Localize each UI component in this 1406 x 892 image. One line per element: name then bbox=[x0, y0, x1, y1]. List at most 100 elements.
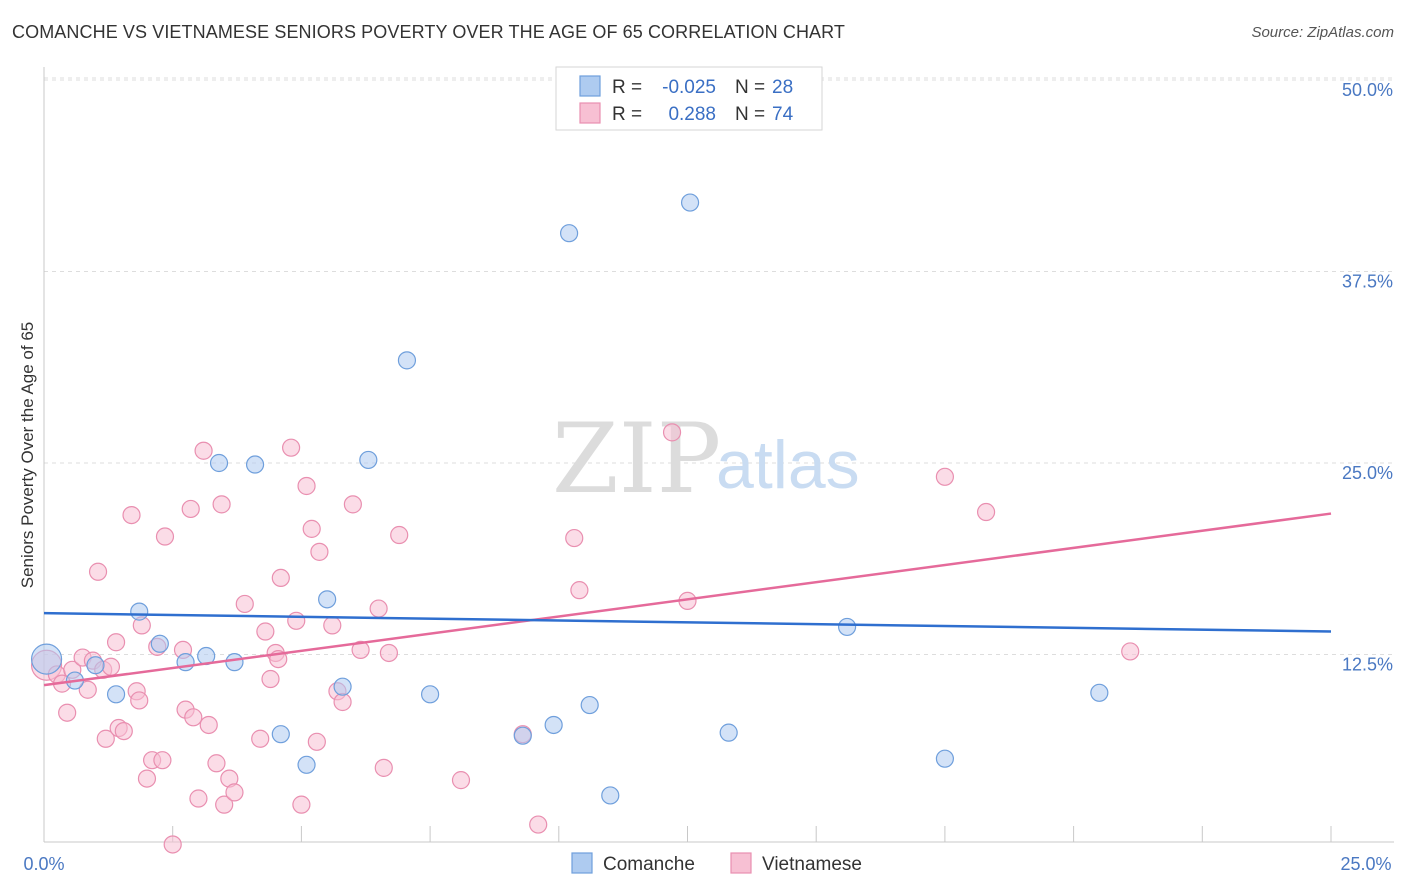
comanche-point bbox=[935, 749, 955, 768]
vietnamese-point bbox=[215, 795, 234, 814]
series-legend-swatch-comanche bbox=[571, 852, 593, 874]
comanche-point bbox=[297, 755, 316, 774]
vietnamese-point bbox=[181, 499, 200, 519]
comanche-point bbox=[544, 715, 563, 735]
vietnamese-point bbox=[529, 815, 548, 834]
vietnamese-point bbox=[212, 495, 231, 514]
series-legend-label-vietnamese: Vietnamese bbox=[762, 854, 862, 875]
vietnamese-point bbox=[451, 771, 471, 790]
vietnamese-point bbox=[565, 528, 584, 548]
vietnamese-point bbox=[570, 581, 589, 600]
comanche-point bbox=[225, 653, 244, 672]
x-tick-label-max: 25.0% bbox=[1340, 854, 1391, 874]
y-tick-label: 37.5% bbox=[1342, 272, 1393, 292]
vietnamese-point bbox=[976, 502, 996, 522]
legend-r-label-vietnamese: R = bbox=[612, 104, 642, 125]
comanche-point bbox=[318, 590, 337, 609]
legend-swatch-vietnamese bbox=[579, 102, 601, 124]
vietnamese-point bbox=[101, 657, 121, 676]
watermark-zip: ZIP bbox=[552, 403, 721, 515]
vietnamese-point bbox=[137, 769, 157, 788]
comanche-point bbox=[130, 602, 149, 621]
comanche-point bbox=[601, 786, 620, 805]
y-tick-label: 25.0% bbox=[1342, 463, 1393, 483]
vietnamese-point bbox=[153, 751, 172, 770]
vietnamese-point bbox=[323, 616, 342, 635]
vietnamese-point bbox=[271, 568, 290, 588]
legend-n-value-vietnamese: 74 bbox=[772, 104, 794, 125]
source-credit: Source: ZipAtlas.com bbox=[1251, 24, 1394, 41]
vietnamese-point bbox=[256, 622, 275, 641]
vietnamese-point bbox=[261, 669, 280, 689]
comanche-point bbox=[30, 643, 63, 675]
comanche-point bbox=[680, 193, 700, 212]
vietnamese-point bbox=[935, 467, 955, 486]
comanche-point bbox=[719, 723, 738, 742]
vietnamese-point bbox=[58, 703, 77, 722]
legend-n-label-vietnamese: N = bbox=[735, 104, 765, 125]
x-axis-ticks bbox=[43, 826, 1332, 842]
gridlines bbox=[44, 77, 1394, 655]
vietnamese-point bbox=[297, 476, 316, 496]
comanche-point bbox=[106, 685, 126, 704]
vietnamese-point bbox=[1121, 642, 1140, 661]
vietnamese-point bbox=[374, 758, 393, 777]
vietnamese-point bbox=[235, 594, 254, 614]
vietnamese-point bbox=[194, 441, 213, 460]
y-tick-label: 50.0% bbox=[1342, 80, 1393, 100]
vietnamese-point bbox=[343, 495, 362, 514]
vietnamese-point bbox=[207, 754, 226, 773]
comanche-point bbox=[837, 617, 857, 637]
legend-n-label-comanche: N = bbox=[735, 77, 765, 98]
y-axis-tick-labels: 12.5% 25.0% 37.5% 50.0% bbox=[1342, 80, 1393, 675]
y-tick-label: 12.5% bbox=[1342, 655, 1393, 675]
vietnamese-point bbox=[251, 729, 270, 748]
vietnamese-point bbox=[163, 835, 182, 854]
comanche-point bbox=[209, 453, 229, 473]
correlation-legend: R = -0.025 N = 28 R = 0.288 N = 74 bbox=[555, 66, 823, 131]
comanche-point bbox=[513, 726, 532, 745]
vietnamese-point bbox=[96, 729, 115, 748]
comanche-point bbox=[559, 224, 579, 243]
vietnamese-point bbox=[114, 721, 133, 741]
vietnamese-point bbox=[292, 795, 311, 814]
comanche-points bbox=[30, 193, 1109, 805]
vietnamese-point bbox=[662, 423, 682, 442]
legend-r-label-comanche: R = bbox=[612, 77, 642, 98]
vietnamese-point bbox=[199, 715, 218, 735]
comanche-point bbox=[1090, 683, 1109, 702]
comanche-point bbox=[421, 685, 440, 704]
y-axis-label: Seniors Poverty Over the Age of 65 bbox=[18, 322, 37, 588]
vietnamese-point bbox=[307, 732, 326, 751]
comanche-trend-line bbox=[43, 611, 1332, 633]
vietnamese-point bbox=[225, 783, 244, 802]
vietnamese-point bbox=[88, 562, 108, 581]
vietnamese-point bbox=[287, 611, 306, 630]
comanche-point bbox=[580, 695, 599, 715]
legend-n-value-comanche: 28 bbox=[772, 77, 793, 98]
x-tick-label-min: 0.0% bbox=[23, 854, 64, 874]
series-legend-label-comanche: Comanche bbox=[603, 854, 695, 875]
comanche-point bbox=[86, 656, 105, 675]
vietnamese-point bbox=[282, 438, 301, 457]
comanche-point bbox=[150, 634, 169, 653]
comanche-point bbox=[397, 351, 417, 370]
vietnamese-point bbox=[379, 643, 399, 663]
series-legend: Comanche Vietnamese bbox=[571, 852, 862, 875]
vietnamese-point bbox=[78, 680, 97, 699]
vietnamese-point bbox=[184, 708, 203, 727]
comanche-point bbox=[333, 677, 352, 696]
vietnamese-point bbox=[333, 692, 352, 712]
vietnamese-trend-line bbox=[43, 512, 1332, 687]
vietnamese-point bbox=[310, 542, 329, 561]
comanche-point bbox=[359, 450, 378, 470]
vietnamese-point bbox=[155, 527, 175, 546]
vietnamese-point bbox=[369, 599, 388, 618]
chart-title: COMANCHE VS VIETNAMESE SENIORS POVERTY O… bbox=[12, 22, 846, 42]
legend-r-value-comanche: -0.025 bbox=[662, 77, 716, 98]
vietnamese-point bbox=[130, 691, 149, 710]
comanche-point bbox=[271, 725, 290, 744]
vietnamese-point bbox=[302, 519, 321, 538]
vietnamese-point bbox=[390, 525, 409, 545]
